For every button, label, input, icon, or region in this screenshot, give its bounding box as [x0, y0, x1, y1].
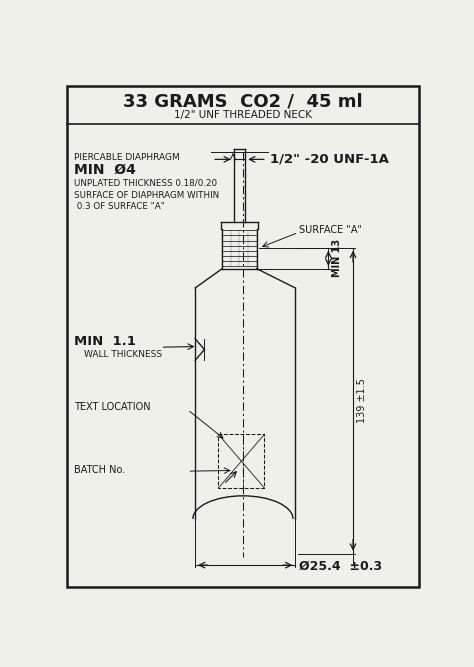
- Text: UNPLATED THICKNESS 0.18/0.20: UNPLATED THICKNESS 0.18/0.20: [74, 179, 218, 187]
- Text: 1/2" UNF THREADED NECK: 1/2" UNF THREADED NECK: [174, 111, 312, 121]
- Text: Ø25.4  ±0.3: Ø25.4 ±0.3: [299, 560, 382, 573]
- Text: MIN 13: MIN 13: [332, 239, 342, 277]
- Text: 139 ±1.5: 139 ±1.5: [357, 378, 367, 423]
- Text: SURFACE OF DIAPHRAGM WITHIN: SURFACE OF DIAPHRAGM WITHIN: [74, 191, 219, 200]
- Text: MIN  Ø4: MIN Ø4: [74, 162, 136, 176]
- Text: SURFACE "A": SURFACE "A": [299, 225, 362, 235]
- Text: TEXT LOCATION: TEXT LOCATION: [74, 402, 151, 412]
- Text: WALL THICKNESS: WALL THICKNESS: [83, 350, 162, 359]
- Text: PIERCABLE DIAPHRAGM: PIERCABLE DIAPHRAGM: [74, 153, 180, 161]
- Text: 1/2" -20 UNF-1A: 1/2" -20 UNF-1A: [270, 153, 389, 166]
- Text: 33 GRAMS  CO2 /  45 ml: 33 GRAMS CO2 / 45 ml: [123, 93, 363, 111]
- Text: MIN  1.1: MIN 1.1: [74, 336, 136, 348]
- Text: BATCH No.: BATCH No.: [74, 466, 126, 476]
- Bar: [219, 434, 264, 488]
- Text: 0.3 OF SURFACE "A": 0.3 OF SURFACE "A": [74, 202, 165, 211]
